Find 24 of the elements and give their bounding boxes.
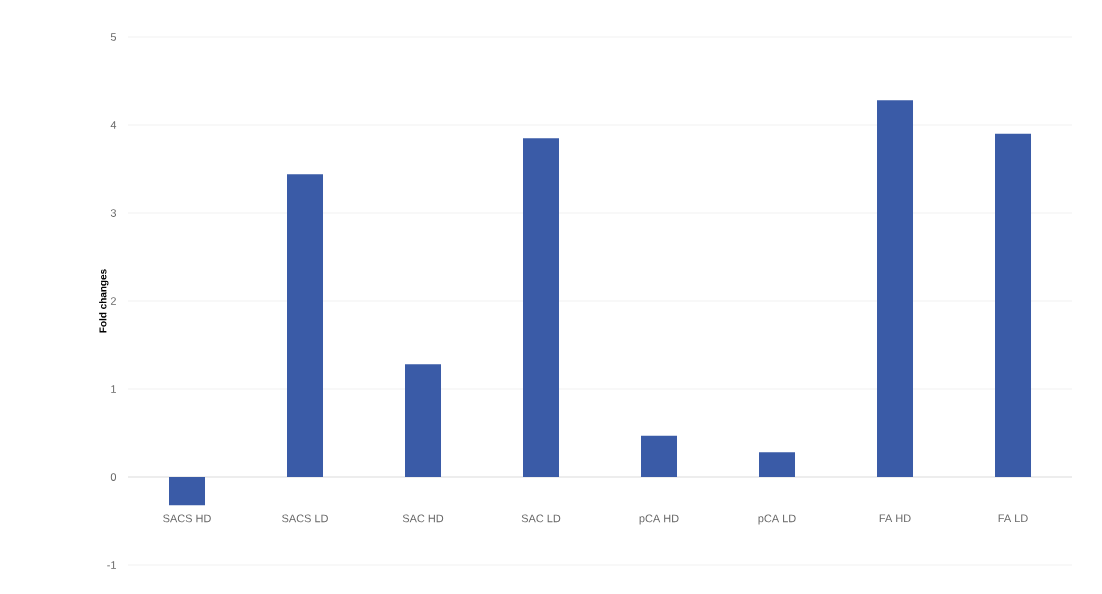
x-tick-label: pCA LD — [758, 514, 796, 525]
x-tick-label: SAC HD — [402, 514, 444, 523]
x-tick-label: SACS HD — [163, 514, 211, 523]
bar — [405, 364, 441, 477]
y-axis-title: Fold changes — [99, 269, 109, 333]
bar — [169, 477, 205, 506]
bar — [641, 435, 677, 477]
y-tick-label: 3 — [110, 209, 116, 217]
x-tick-label: FA LD — [998, 514, 1028, 523]
x-tick-label: SACS LD — [282, 514, 328, 523]
bar — [877, 100, 914, 477]
bar — [287, 174, 323, 477]
x-tick-label: SAC LD — [521, 514, 561, 523]
x-tick-label: FA HD — [879, 514, 911, 523]
bar — [759, 452, 796, 477]
y-tick-label: -1 — [107, 561, 116, 569]
bar — [523, 138, 559, 477]
y-tick-label: 2 — [110, 297, 116, 305]
y-tick-label: 4 — [110, 121, 117, 129]
bar — [995, 133, 1032, 477]
y-tick-label: 1 — [111, 385, 116, 393]
y-tick-label: 5 — [110, 33, 117, 41]
x-tick-label: pCA HD — [639, 514, 679, 525]
y-tick-label: 0 — [110, 473, 117, 481]
